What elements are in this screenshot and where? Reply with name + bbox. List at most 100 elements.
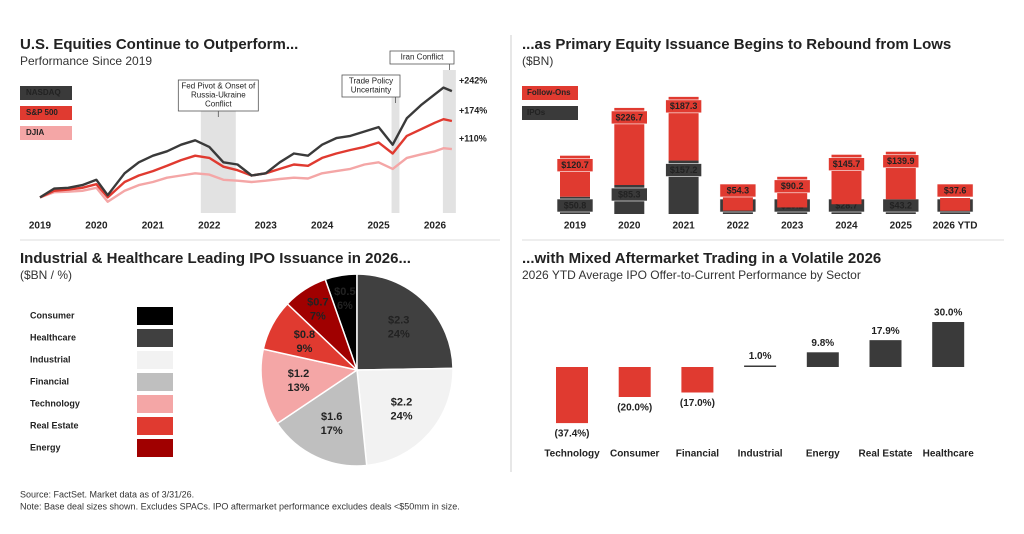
value-label: $50.8	[564, 200, 587, 210]
chart-subtitle: ($BN)	[522, 54, 553, 68]
value-label-box	[882, 154, 920, 169]
slice-percent-label: 13%	[287, 382, 309, 394]
value-label-box	[665, 163, 702, 177]
legend-swatch	[137, 417, 173, 435]
end-label: +110%	[459, 133, 487, 143]
annotation-box	[341, 74, 401, 98]
legend-swatch	[137, 351, 173, 369]
x-tick-label: Consumer	[610, 449, 660, 460]
line-series	[39, 147, 453, 203]
value-label: $90.2	[781, 181, 804, 191]
x-tick-label: 2022	[198, 221, 221, 232]
x-tick-label: 2019	[29, 221, 52, 232]
slice-value-label: $0.5	[334, 286, 355, 298]
bar-segment	[722, 210, 753, 214]
value-label-box	[936, 183, 974, 198]
annotation-text: Russia-Ukraine	[191, 91, 246, 100]
bar	[556, 367, 588, 424]
slice-percent-label: 24%	[388, 328, 410, 340]
slice-percent-label: 17%	[321, 425, 343, 437]
legend-swatch	[522, 86, 578, 100]
value-label: (37.4%)	[554, 429, 589, 440]
slice-percent-label: 9%	[297, 343, 313, 355]
legend-label: Real Estate	[30, 420, 79, 430]
value-label: $54.3	[727, 185, 750, 195]
legend-swatch	[137, 395, 173, 413]
value-label: 1.0%	[749, 351, 772, 362]
x-tick-label: 2022	[727, 221, 750, 232]
legend-swatch	[137, 329, 173, 347]
event-band	[442, 70, 456, 213]
annotation-text: Trade Policy	[349, 77, 393, 86]
bar	[618, 367, 651, 397]
footnote: Note: Base deal sizes shown. Excludes SP…	[20, 501, 460, 511]
bar	[869, 340, 902, 367]
x-tick-label: Energy	[806, 449, 840, 460]
legend-label: Financial	[30, 376, 69, 386]
value-label: (17.0%)	[680, 398, 715, 409]
slice-value-label: $2.2	[391, 396, 412, 408]
x-tick-label: 2026 YTD	[933, 221, 978, 232]
legend-swatch	[20, 86, 72, 100]
legend-swatch	[522, 106, 578, 120]
slice-value-label: $2.3	[388, 314, 409, 326]
slice-value-label: $1.6	[321, 411, 342, 423]
x-tick-label: 2023	[781, 221, 804, 232]
annotation-text: Iran Conflict	[401, 53, 444, 62]
source-note: Source: FactSet. Market data as of 3/31/…	[20, 489, 194, 499]
legend-label: Consumer	[30, 310, 75, 320]
slice-percent-label: 7%	[310, 310, 326, 322]
legend-swatch	[20, 126, 72, 140]
slice-value-label: $0.7	[307, 296, 328, 308]
bar-segment	[940, 198, 971, 211]
x-tick-label: 2024	[835, 221, 858, 232]
legend-label: Industrial	[30, 354, 71, 364]
pie-slice	[260, 348, 359, 425]
value-label-box	[556, 158, 594, 172]
line-series	[39, 86, 453, 199]
value-label-box	[828, 157, 865, 172]
pie-slice	[286, 278, 358, 371]
annotation-box	[389, 50, 455, 65]
value-label: 9.8%	[811, 338, 834, 349]
legend-label: Energy	[30, 442, 61, 452]
value-label-box	[665, 99, 702, 114]
value-label-box	[610, 187, 648, 202]
legend-swatch	[137, 439, 173, 457]
slice-percent-label: 24%	[390, 410, 412, 422]
value-label: 30.0%	[934, 308, 962, 319]
value-label-box	[556, 198, 594, 213]
legend-label: Follow-Ons	[527, 88, 571, 97]
value-label: $85.3	[618, 189, 641, 199]
x-tick-label: 2025	[890, 221, 913, 232]
x-tick-label: 2019	[564, 221, 587, 232]
chart-title: U.S. Equities Continue to Outperform...	[20, 36, 298, 53]
x-tick-label: 2021	[672, 221, 695, 232]
bar	[932, 322, 965, 367]
slice-percent-label: 6%	[337, 300, 353, 312]
value-label: $145.7	[833, 159, 861, 169]
pie-slice	[356, 273, 454, 371]
slice-value-label: $1.2	[288, 368, 309, 380]
value-label-box	[610, 110, 648, 125]
x-tick-label: 2024	[311, 221, 334, 232]
bar-segment	[940, 210, 971, 214]
value-label: 17.9%	[871, 326, 899, 337]
x-tick-label: Real Estate	[859, 449, 913, 460]
legend-swatch	[137, 373, 173, 391]
value-label: $43.2	[890, 200, 913, 210]
x-tick-label: Financial	[676, 449, 720, 460]
event-band	[391, 95, 400, 213]
value-label: $226.7	[616, 112, 644, 122]
legend-swatch	[137, 307, 173, 325]
value-label: $187.3	[670, 101, 698, 111]
pie-slice	[356, 367, 454, 467]
value-label: $157.2	[670, 165, 698, 175]
pie-slice	[276, 368, 368, 467]
value-label-box	[773, 179, 811, 194]
x-tick-label: Technology	[544, 449, 600, 460]
x-tick-label: 2025	[367, 221, 390, 232]
chart-title: ...with Mixed Aftermarket Trading in a V…	[522, 250, 881, 267]
legend-swatch	[20, 106, 72, 120]
